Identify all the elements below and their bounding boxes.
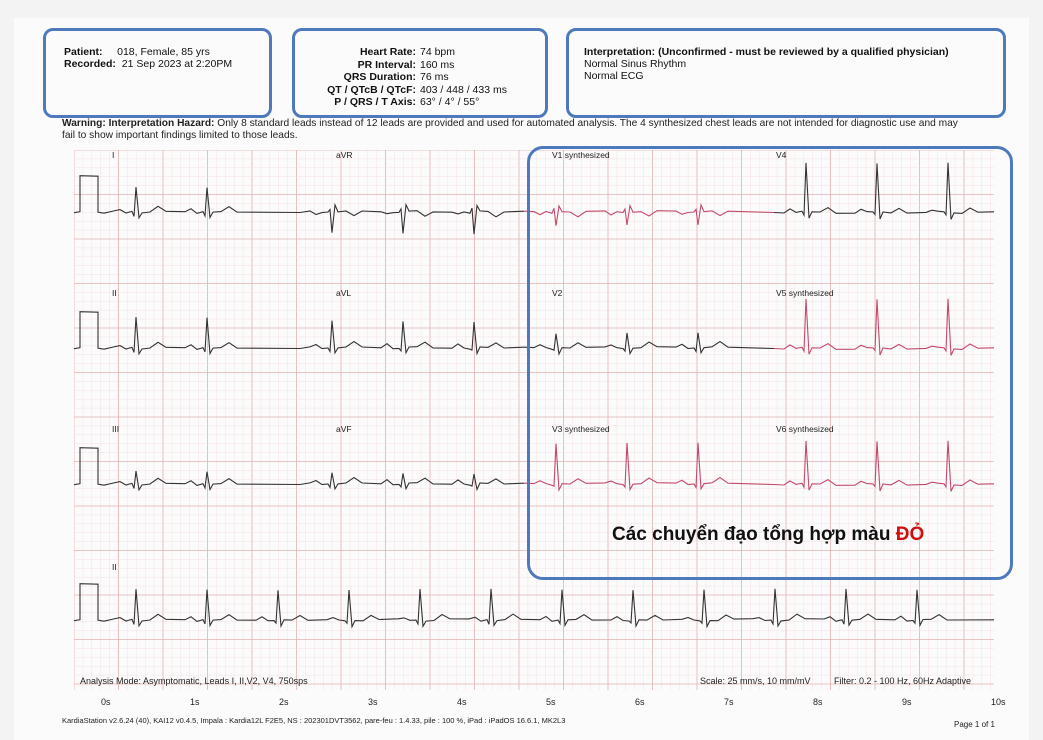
warning-body: Only 8 standard leads instead of 12 lead… bbox=[62, 118, 958, 141]
ecg-trace bbox=[299, 472, 525, 492]
ecg-gridlines bbox=[74, 150, 994, 690]
lead-label: II bbox=[112, 288, 117, 298]
lead-label: V3 synthesized bbox=[552, 424, 610, 434]
interpretation-line: Normal ECG bbox=[584, 70, 644, 82]
ecg-trace bbox=[523, 332, 775, 356]
page-number: Page 1 of 1 bbox=[954, 720, 995, 729]
lead-label: aVR bbox=[336, 150, 353, 160]
measurement-value: 74 bpm bbox=[420, 46, 456, 58]
scale-text: Scale: 25 mm/s, 10 mm/mV bbox=[700, 676, 811, 686]
time-tick: 9s bbox=[902, 697, 912, 707]
ecg-trace bbox=[103, 317, 301, 356]
time-tick: 7s bbox=[724, 697, 734, 707]
time-tick: 0s bbox=[101, 697, 111, 707]
synthesized-leads-label: Các chuyển đạo tổng hợp màu ĐỎ bbox=[612, 524, 924, 546]
lead-label: V5 synthesized bbox=[776, 288, 834, 298]
lead-label: aVF bbox=[336, 424, 352, 434]
ecg-traces bbox=[74, 162, 994, 629]
time-tick: 10s bbox=[991, 697, 1006, 707]
ecg-trace bbox=[299, 320, 525, 356]
recorded-label: Recorded: bbox=[64, 58, 116, 70]
ecg-trace bbox=[103, 588, 994, 629]
ecg-trace bbox=[74, 583, 105, 622]
time-tick: 2s bbox=[279, 697, 289, 707]
software-info: KardiaStation v2.6.24 (40), KAI12 v0.4.5… bbox=[62, 716, 566, 725]
ecg-trace bbox=[773, 440, 994, 492]
time-tick: 1s bbox=[190, 697, 200, 707]
ecg-trace bbox=[103, 187, 301, 220]
ecg-trace bbox=[74, 311, 105, 350]
patient-info: Patient: 018, Female, 85 yrs Recorded: 2… bbox=[64, 46, 232, 70]
interpretation-box bbox=[566, 28, 1006, 118]
lead-label: aVL bbox=[336, 288, 351, 298]
overlay-text: Các chuyển đạo tổng hợp màu bbox=[612, 524, 896, 545]
measurements-table: Heart Rate: 74 bpm PR Interval: 160 ms QRS… bbox=[296, 46, 507, 109]
lead-label: III bbox=[112, 424, 119, 434]
measurement-label: P / QRS / T Axis: bbox=[334, 96, 416, 109]
time-tick: 4s bbox=[457, 697, 467, 707]
measurement-label: QRS Duration: bbox=[343, 71, 416, 84]
patient-value: 018, Female, 85 yrs bbox=[117, 46, 210, 58]
ecg-trace bbox=[103, 471, 301, 492]
recorded-value: 21 Sep 2023 at 2:20PM bbox=[121, 58, 233, 70]
measurement-value: 76 ms bbox=[420, 71, 449, 84]
ecg-trace bbox=[523, 202, 775, 226]
lead-label: II bbox=[112, 562, 117, 572]
time-tick: 8s bbox=[813, 697, 823, 707]
ecg-trace bbox=[523, 442, 775, 493]
measurements-box bbox=[292, 28, 548, 118]
overlay-highlight: ĐỎ bbox=[895, 524, 925, 545]
ecg-trace bbox=[74, 175, 105, 214]
measurement-label: PR Interval: bbox=[357, 58, 416, 71]
lead-label: V6 synthesized bbox=[776, 424, 834, 434]
interpretation-line: Normal Sinus Rhythm bbox=[584, 58, 687, 70]
time-tick: 6s bbox=[635, 697, 645, 707]
measurement-value: 63° / 4° / 55° bbox=[420, 96, 480, 109]
time-tick: 3s bbox=[368, 697, 378, 707]
lead-label: V1 synthesized bbox=[552, 150, 610, 160]
warning-text: Warning: Interpretation Hazard: Only 8 s… bbox=[62, 118, 962, 142]
time-tick: 5s bbox=[546, 697, 556, 707]
synthesized-leads-box bbox=[527, 146, 1013, 580]
ecg-trace bbox=[773, 162, 994, 220]
patient-info-box bbox=[43, 28, 272, 118]
measurement-label: QT / QTcB / QTcF: bbox=[327, 83, 416, 96]
ecg-trace bbox=[74, 447, 105, 486]
filter-text: Filter: 0.2 - 100 Hz, 60Hz Adaptive bbox=[834, 676, 972, 686]
interpretation-text: Interpretation: (Unconfirmed - must be r… bbox=[584, 46, 999, 82]
measurement-value: 403 / 448 / 433 ms bbox=[420, 83, 507, 96]
ecg-trace bbox=[299, 202, 525, 235]
analysis-mode-text: Analysis Mode: Asymptomatic, Leads I, II… bbox=[80, 676, 308, 686]
interpretation-title: Interpretation: (Unconfirmed - must be r… bbox=[584, 46, 949, 58]
ecg-trace bbox=[773, 298, 994, 356]
measurement-label: Heart Rate: bbox=[359, 46, 416, 58]
lead-label: V4 bbox=[776, 150, 787, 160]
patient-label: Patient: bbox=[64, 46, 103, 58]
lead-label: V2 bbox=[552, 288, 563, 298]
warning-label: Warning: Interpretation Hazard: bbox=[62, 118, 215, 129]
measurement-value: 160 ms bbox=[420, 58, 455, 71]
lead-label: I bbox=[112, 150, 114, 160]
